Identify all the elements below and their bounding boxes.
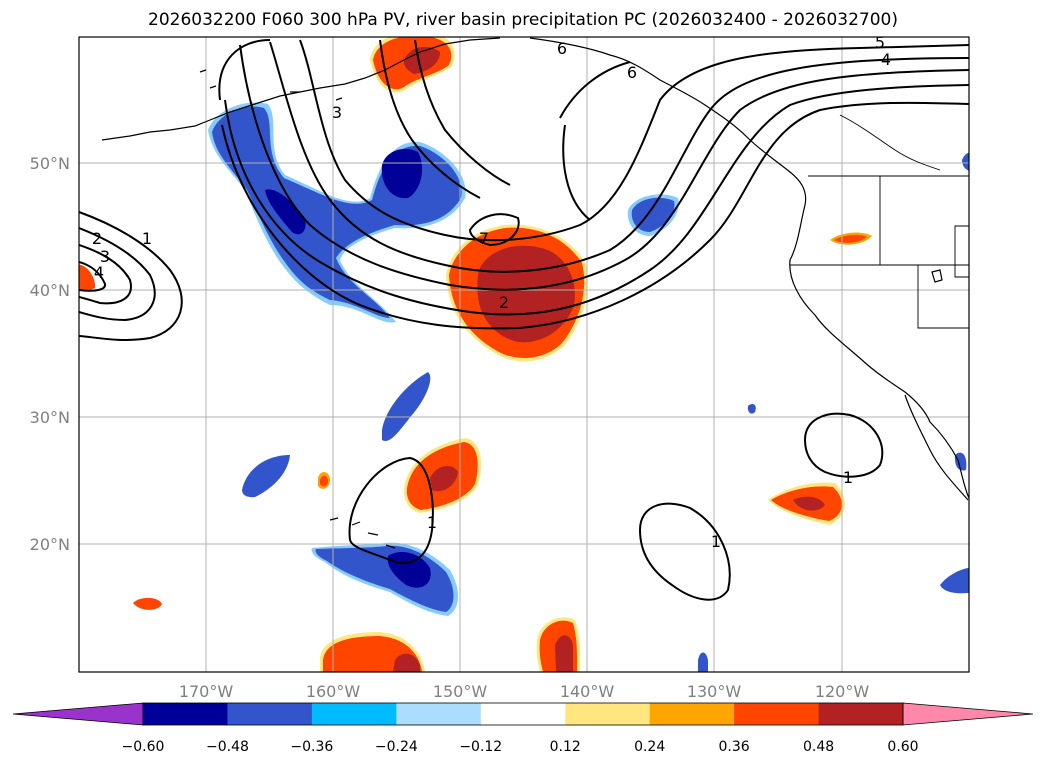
contour-label-west-1: 1 bbox=[142, 229, 152, 248]
positive-anomaly-baja-offshore bbox=[768, 482, 845, 525]
colorbar-segment bbox=[565, 703, 651, 725]
graticule bbox=[79, 37, 969, 672]
negative-anomaly-east-edge bbox=[698, 152, 969, 672]
colorbar-segment bbox=[143, 703, 228, 725]
map-frame bbox=[78, 36, 970, 673]
contour-label-3: 3 bbox=[332, 103, 342, 122]
contour-label-west-2: 2 bbox=[92, 229, 102, 248]
colorbar-segment bbox=[227, 703, 313, 725]
colorbar-segment bbox=[818, 703, 904, 725]
contour-label-7: 7 bbox=[479, 229, 489, 248]
colorbar-segment bbox=[734, 703, 820, 725]
contour-label-west-3: 3 bbox=[100, 247, 110, 266]
coastlines bbox=[101, 37, 969, 549]
lon-label-160w: 160°W bbox=[306, 682, 361, 701]
colorbar-segment bbox=[311, 703, 397, 725]
lon-label-140w: 140°W bbox=[560, 682, 615, 701]
contour-label-central-1: 1 bbox=[711, 532, 721, 551]
latitude-labels: 50°N 40°N 30°N 20°N bbox=[30, 154, 70, 554]
positive-anomaly-central bbox=[446, 224, 588, 362]
negative-anomaly-gulf-small bbox=[627, 194, 679, 236]
negative-anomaly-streak-30n bbox=[382, 372, 431, 441]
positive-anomaly-south bbox=[133, 597, 581, 672]
contour-labels: 5 4 6 6 3 7 2 1 2 3 4 1 1 1 bbox=[92, 33, 891, 551]
longitude-labels: 170°W 160°W 150°W 140°W 130°W 120°W bbox=[179, 682, 870, 701]
negative-anomaly-24n-west bbox=[242, 455, 290, 498]
positive-anomaly-west-edge bbox=[79, 264, 96, 291]
colorbar-tick-label: 0.24 bbox=[634, 739, 665, 755]
colorbar-tick-label: −0.48 bbox=[206, 739, 249, 755]
contour-label-6b: 6 bbox=[627, 63, 637, 82]
contour-label-hawaii-1: 1 bbox=[427, 513, 437, 532]
lon-label-130w: 130°W bbox=[687, 682, 742, 701]
contour-label-5: 5 bbox=[875, 33, 885, 52]
colorbar-extend-high bbox=[902, 702, 1034, 726]
lon-label-170w: 170°W bbox=[179, 682, 234, 701]
contour-label-2-central: 2 bbox=[499, 293, 509, 312]
colorbar-tick-label: −0.36 bbox=[290, 739, 333, 755]
colorbar-tick-label: −0.60 bbox=[122, 739, 165, 755]
colorbar-tick-label: 0.48 bbox=[803, 739, 834, 755]
negative-anomaly-hawaii bbox=[311, 542, 459, 616]
colorbar-segment bbox=[396, 703, 482, 725]
colorbar-tick-label: 0.12 bbox=[550, 739, 581, 755]
map-title: 2026032200 F060 300 hPa PV, river basin … bbox=[148, 10, 898, 30]
lon-label-150w: 150°W bbox=[433, 682, 488, 701]
colorbar-extend-low bbox=[12, 702, 144, 726]
positive-anomaly-aleutian bbox=[370, 37, 455, 93]
lat-label-40n: 40°N bbox=[30, 281, 70, 300]
negative-anomaly-north-pacific bbox=[208, 102, 466, 323]
lat-label-50n: 50°N bbox=[30, 154, 70, 173]
colorbar-tick-label: 0.60 bbox=[887, 739, 918, 755]
contour-label-west-4: 4 bbox=[94, 263, 104, 282]
pv-contours bbox=[79, 39, 969, 601]
contour-label-4: 4 bbox=[881, 50, 891, 69]
colorbar-tick-label: −0.24 bbox=[375, 739, 418, 755]
colorbar-tick-label: 0.36 bbox=[719, 739, 750, 755]
colorbar-segment bbox=[649, 703, 735, 725]
political-borders bbox=[790, 114, 969, 329]
lat-label-20n: 20°N bbox=[30, 535, 70, 554]
colorbar-outline bbox=[142, 702, 904, 726]
lon-label-120w: 120°W bbox=[815, 682, 870, 701]
colorbar: −0.60 −0.48 −0.36 −0.24 −0.12 0.12 0.24 0.36 0.4… bbox=[12, 702, 1034, 755]
contour-label-baja-1: 1 bbox=[843, 468, 853, 487]
contour-label-6a: 6 bbox=[557, 39, 567, 58]
lat-label-30n: 30°N bbox=[30, 408, 70, 427]
colorbar-tick-label: −0.12 bbox=[459, 739, 502, 755]
colorbar-segment bbox=[480, 703, 566, 725]
